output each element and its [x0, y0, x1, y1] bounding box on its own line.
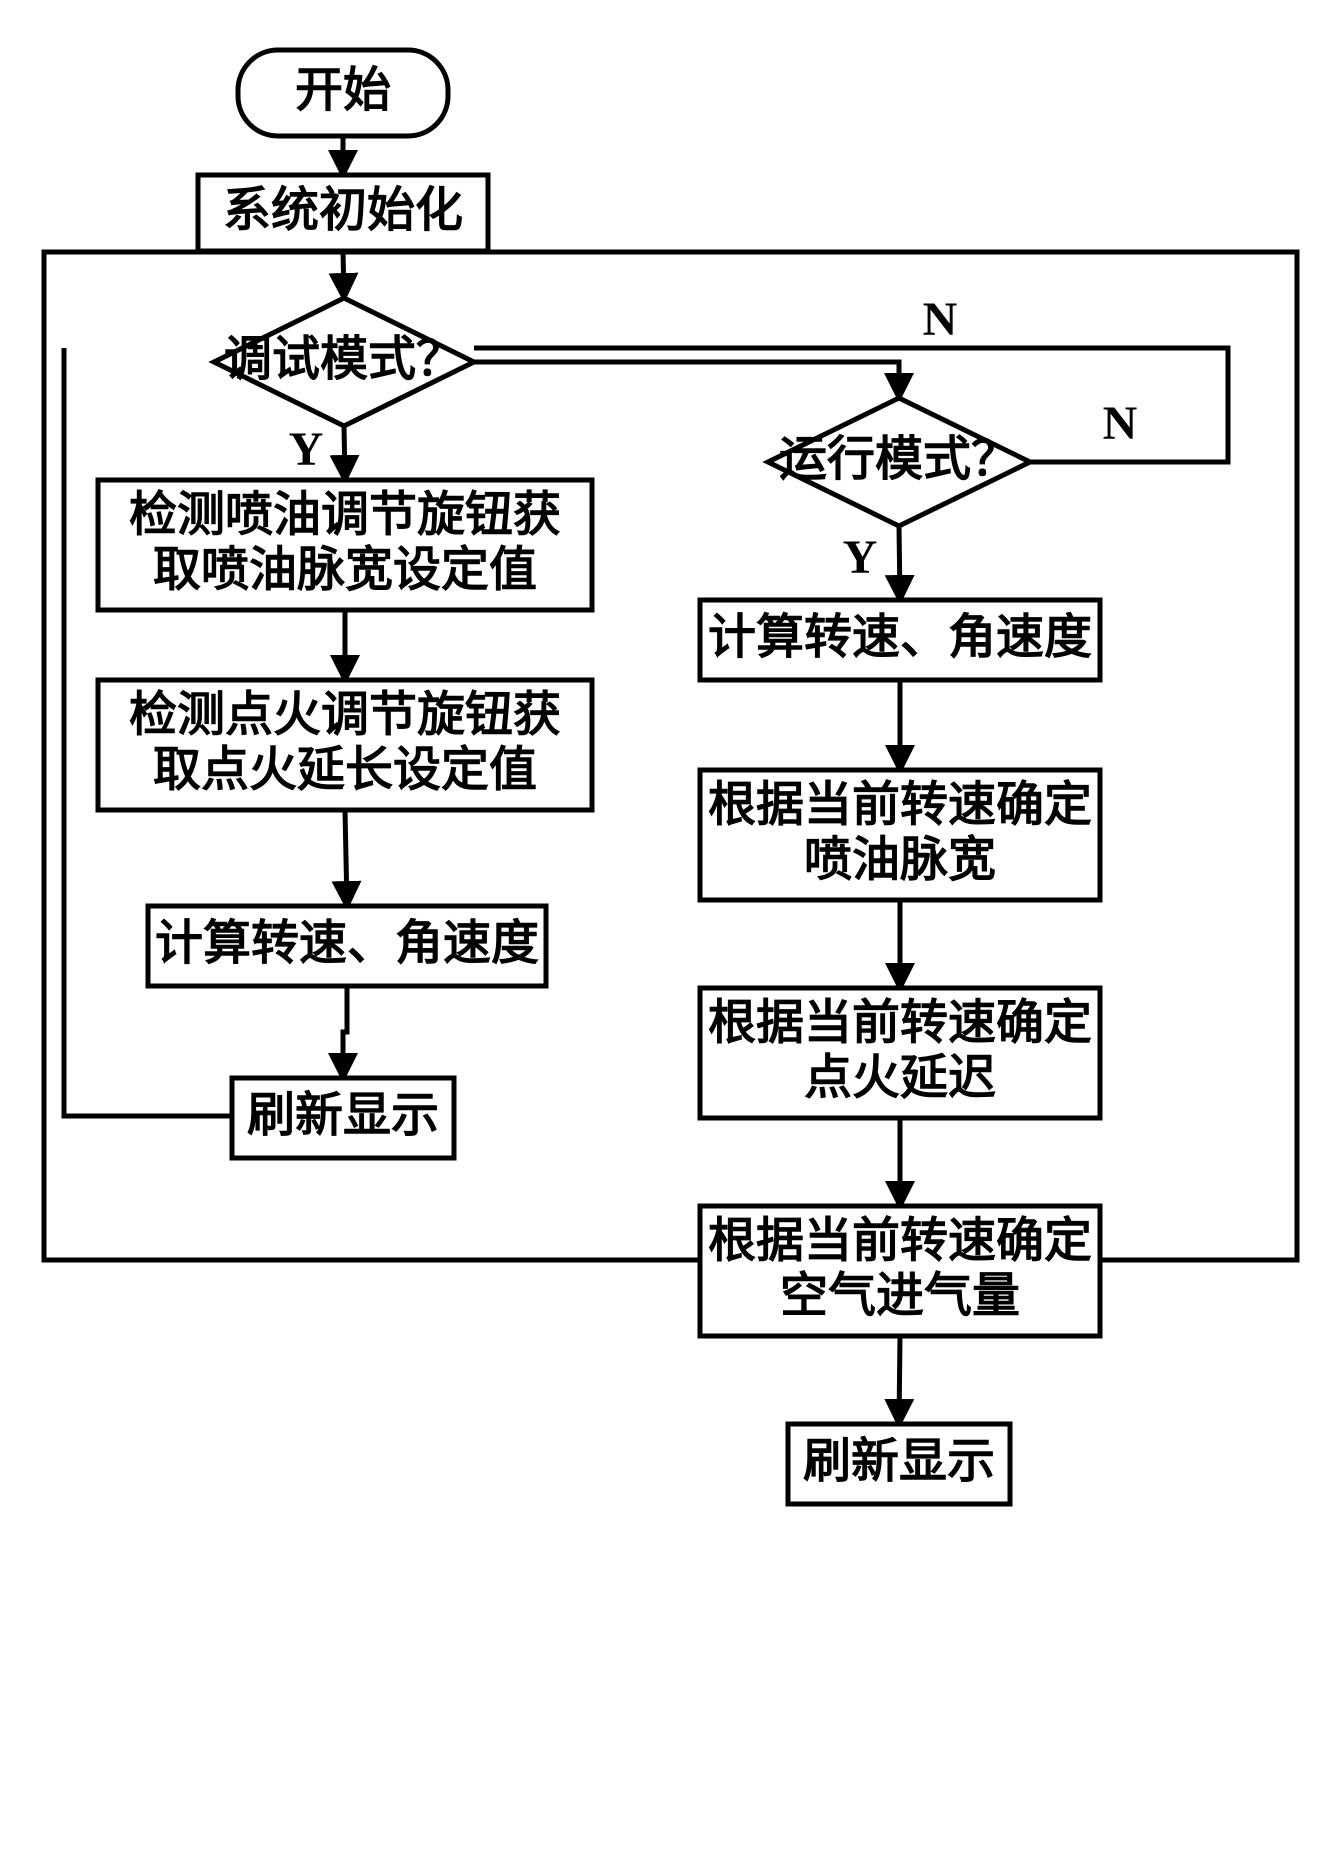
node-text-p_r3-1: 点火延迟	[804, 1052, 996, 1105]
node-text-p_l3-0: 计算转速、角速度	[155, 917, 539, 970]
node-p_l2: 检测点火调节旋钮获取点火延长设定值	[98, 680, 592, 810]
node-text-p_l4-0: 刷新显示	[247, 1089, 439, 1142]
edge-7	[899, 526, 900, 600]
edge-4	[345, 810, 347, 906]
node-p_r1: 计算转速、角速度	[700, 600, 1100, 680]
node-p_l1: 检测喷油调节旋钮获取喷油脉宽设定值	[98, 480, 592, 610]
node-text-p_l1-0: 检测喷油调节旋钮获	[129, 488, 561, 541]
node-p_r3: 根据当前转速确定点火延迟	[700, 988, 1100, 1118]
edge-2	[344, 426, 345, 480]
node-d_debug: 调试模式？	[214, 298, 474, 426]
edge-5	[343, 986, 347, 1078]
edge-label-7: Y	[843, 531, 878, 584]
node-p_r2: 根据当前转速确定喷油脉宽	[700, 770, 1100, 900]
node-text-d_run-0: 运行模式？	[779, 433, 1019, 486]
node-text-p_r2-1: 喷油脉宽	[804, 834, 996, 887]
node-text-p_l2-1: 取点火延长设定值	[153, 744, 537, 797]
node-text-start-0: 开始	[295, 64, 391, 117]
node-text-p_l2-0: 检测点火调节旋钮获	[129, 688, 561, 741]
node-text-p_l1-1: 取喷油脉宽设定值	[153, 544, 537, 597]
node-p_r4: 根据当前转速确定空气进气量	[700, 1206, 1100, 1336]
edge-6	[474, 362, 899, 398]
node-text-p_r4-0: 根据当前转速确定	[708, 1214, 1092, 1267]
nodes-layer: 开始系统初始化调试模式？检测喷油调节旋钮获取喷油脉宽设定值检测点火调节旋钮获取点…	[98, 50, 1100, 1504]
node-text-init-0: 系统初始化	[223, 184, 463, 237]
flowchart-canvas: YNYN开始系统初始化调试模式？检测喷油调节旋钮获取喷油脉宽设定值检测点火调节旋…	[0, 0, 1338, 1851]
node-p_l3: 计算转速、角速度	[148, 906, 546, 986]
node-d_run: 运行模式？	[768, 398, 1030, 526]
edge-label-12: N	[1103, 397, 1138, 450]
node-text-p_r4-1: 空气进气量	[780, 1270, 1020, 1323]
node-p_r5: 刷新显示	[788, 1424, 1010, 1504]
node-init: 系统初始化	[198, 175, 488, 251]
edge-label-6: N	[923, 293, 958, 346]
node-text-p_r1-0: 计算转速、角速度	[708, 611, 1092, 664]
edge-label-2: Y	[289, 423, 324, 476]
node-start: 开始	[238, 50, 448, 136]
edge-11	[899, 1336, 900, 1424]
node-p_l4: 刷新显示	[232, 1078, 454, 1158]
node-text-d_debug-0: 调试模式？	[224, 333, 464, 386]
edge-1	[343, 251, 344, 298]
node-text-p_r3-0: 根据当前转速确定	[708, 996, 1092, 1049]
node-text-p_r5-0: 刷新显示	[803, 1435, 995, 1488]
node-text-p_r2-0: 根据当前转速确定	[708, 778, 1092, 831]
